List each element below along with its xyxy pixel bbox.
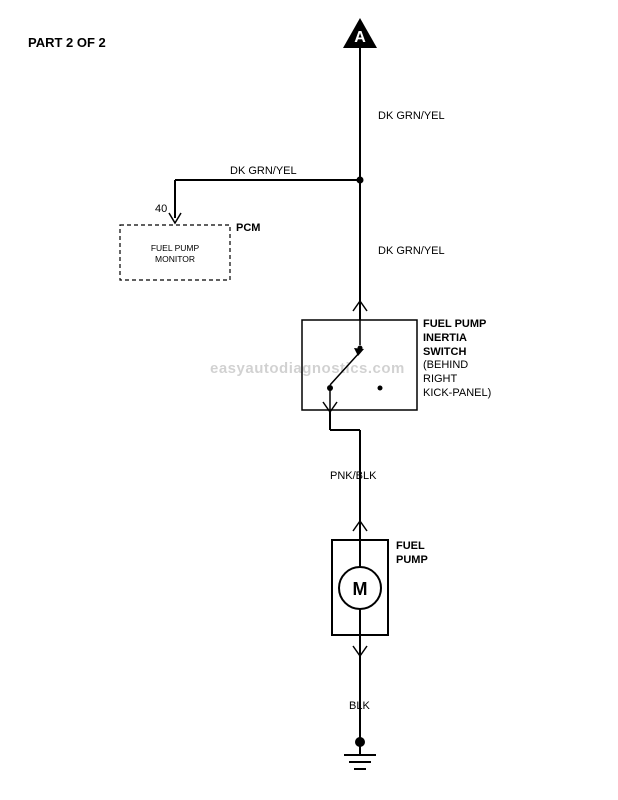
pcm-inside-line1: FUEL PUMP bbox=[151, 243, 200, 253]
inertia-sub: (BEHINDRIGHTKICK-PANEL) bbox=[423, 359, 491, 399]
pcm-label: PCM bbox=[236, 222, 260, 236]
wire-label-w1: DK GRN/YEL bbox=[378, 110, 445, 122]
wire-label-w2: DK GRN/YEL bbox=[230, 165, 297, 177]
pump-motor-letter: M bbox=[353, 579, 368, 599]
pump-label: FUELPUMP bbox=[396, 540, 496, 568]
pcm-pin-number: 40 bbox=[155, 203, 167, 215]
connector-a: A bbox=[343, 18, 377, 48]
page-title: PART 2 OF 2 bbox=[28, 35, 106, 50]
wire-label-w5: BLK bbox=[349, 700, 370, 712]
wire-label-w3: DK GRN/YEL bbox=[378, 245, 445, 257]
inertia-title: FUEL PUMPINERTIASWITCH bbox=[423, 318, 486, 358]
connector-a-label: A bbox=[354, 29, 366, 46]
inertia-aux-contact bbox=[378, 386, 383, 391]
pcm-inside-line2: MONITOR bbox=[155, 254, 195, 264]
watermark-text: easyautodiagnostics.com bbox=[210, 360, 405, 377]
inertia-label: FUEL PUMPINERTIASWITCH (BEHINDRIGHTKICK-… bbox=[423, 318, 563, 401]
wire-label-w4: PNK/BLK bbox=[330, 470, 376, 482]
inertia-arm-tip bbox=[354, 348, 364, 356]
